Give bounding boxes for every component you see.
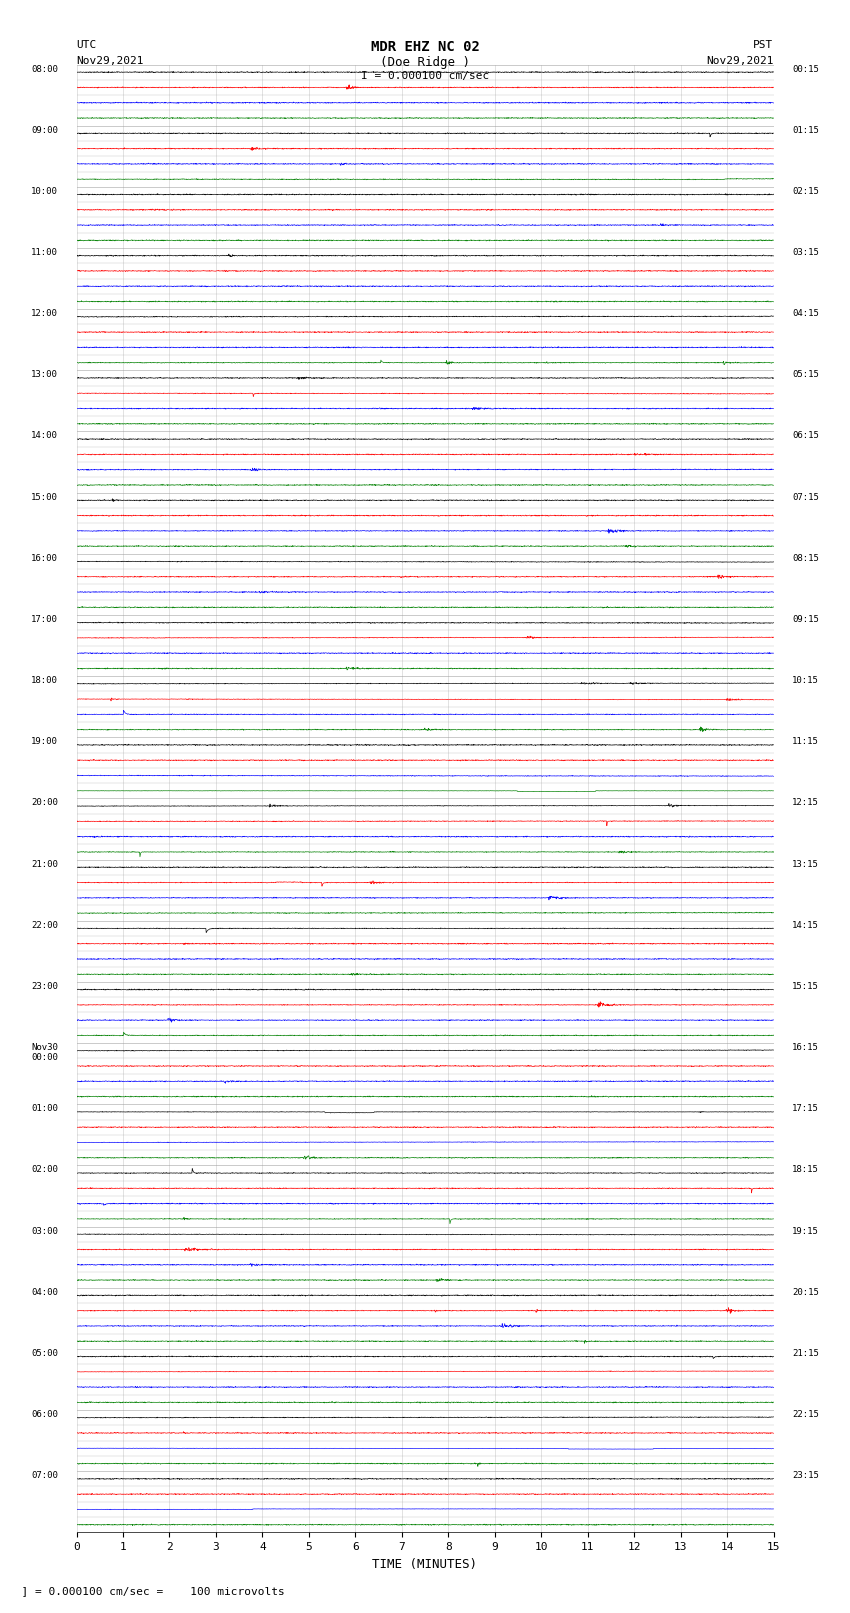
Text: 03:00: 03:00 <box>31 1226 58 1236</box>
Text: 11:00: 11:00 <box>31 248 58 256</box>
Text: 01:00: 01:00 <box>31 1105 58 1113</box>
Text: 13:15: 13:15 <box>792 860 819 868</box>
Text: 04:00: 04:00 <box>31 1287 58 1297</box>
Text: 16:15: 16:15 <box>792 1044 819 1052</box>
Text: 17:15: 17:15 <box>792 1105 819 1113</box>
Text: 14:00: 14:00 <box>31 431 58 440</box>
Text: 03:15: 03:15 <box>792 248 819 256</box>
Text: 02:15: 02:15 <box>792 187 819 195</box>
Text: 17:00: 17:00 <box>31 615 58 624</box>
Text: 05:00: 05:00 <box>31 1348 58 1358</box>
Text: 11:15: 11:15 <box>792 737 819 747</box>
Text: 00:15: 00:15 <box>792 65 819 74</box>
Text: 21:00: 21:00 <box>31 860 58 868</box>
Text: (Doe Ridge ): (Doe Ridge ) <box>380 56 470 69</box>
Text: 06:00: 06:00 <box>31 1410 58 1419</box>
Text: I = 0.000100 cm/sec: I = 0.000100 cm/sec <box>361 71 489 81</box>
Text: 19:00: 19:00 <box>31 737 58 747</box>
Text: PST: PST <box>753 40 774 50</box>
Text: Nov30
00:00: Nov30 00:00 <box>31 1044 58 1063</box>
Text: 21:15: 21:15 <box>792 1348 819 1358</box>
Text: 02:00: 02:00 <box>31 1165 58 1174</box>
Text: Nov29,2021: Nov29,2021 <box>76 56 144 66</box>
Text: 10:15: 10:15 <box>792 676 819 686</box>
Text: 22:15: 22:15 <box>792 1410 819 1419</box>
Text: 14:15: 14:15 <box>792 921 819 929</box>
Text: 18:15: 18:15 <box>792 1165 819 1174</box>
Text: 23:15: 23:15 <box>792 1471 819 1481</box>
Text: 15:00: 15:00 <box>31 492 58 502</box>
Text: 20:15: 20:15 <box>792 1287 819 1297</box>
Text: Nov29,2021: Nov29,2021 <box>706 56 774 66</box>
X-axis label: TIME (MINUTES): TIME (MINUTES) <box>372 1558 478 1571</box>
Text: 09:00: 09:00 <box>31 126 58 134</box>
Text: 06:15: 06:15 <box>792 431 819 440</box>
Text: MDR EHZ NC 02: MDR EHZ NC 02 <box>371 40 479 55</box>
Text: 19:15: 19:15 <box>792 1226 819 1236</box>
Text: 16:00: 16:00 <box>31 553 58 563</box>
Text: 04:15: 04:15 <box>792 310 819 318</box>
Text: 07:00: 07:00 <box>31 1471 58 1481</box>
Text: 10:00: 10:00 <box>31 187 58 195</box>
Text: 20:00: 20:00 <box>31 798 58 808</box>
Text: 08:15: 08:15 <box>792 553 819 563</box>
Text: 08:00: 08:00 <box>31 65 58 74</box>
Text: 15:15: 15:15 <box>792 982 819 990</box>
Text: 09:15: 09:15 <box>792 615 819 624</box>
Text: UTC: UTC <box>76 40 97 50</box>
Text: 23:00: 23:00 <box>31 982 58 990</box>
Text: 12:00: 12:00 <box>31 310 58 318</box>
Text: 18:00: 18:00 <box>31 676 58 686</box>
Text: 01:15: 01:15 <box>792 126 819 134</box>
Text: 05:15: 05:15 <box>792 371 819 379</box>
Text: 12:15: 12:15 <box>792 798 819 808</box>
Text: 22:00: 22:00 <box>31 921 58 929</box>
Text: 13:00: 13:00 <box>31 371 58 379</box>
Text: 07:15: 07:15 <box>792 492 819 502</box>
Text: ] = 0.000100 cm/sec =    100 microvolts: ] = 0.000100 cm/sec = 100 microvolts <box>8 1586 286 1595</box>
